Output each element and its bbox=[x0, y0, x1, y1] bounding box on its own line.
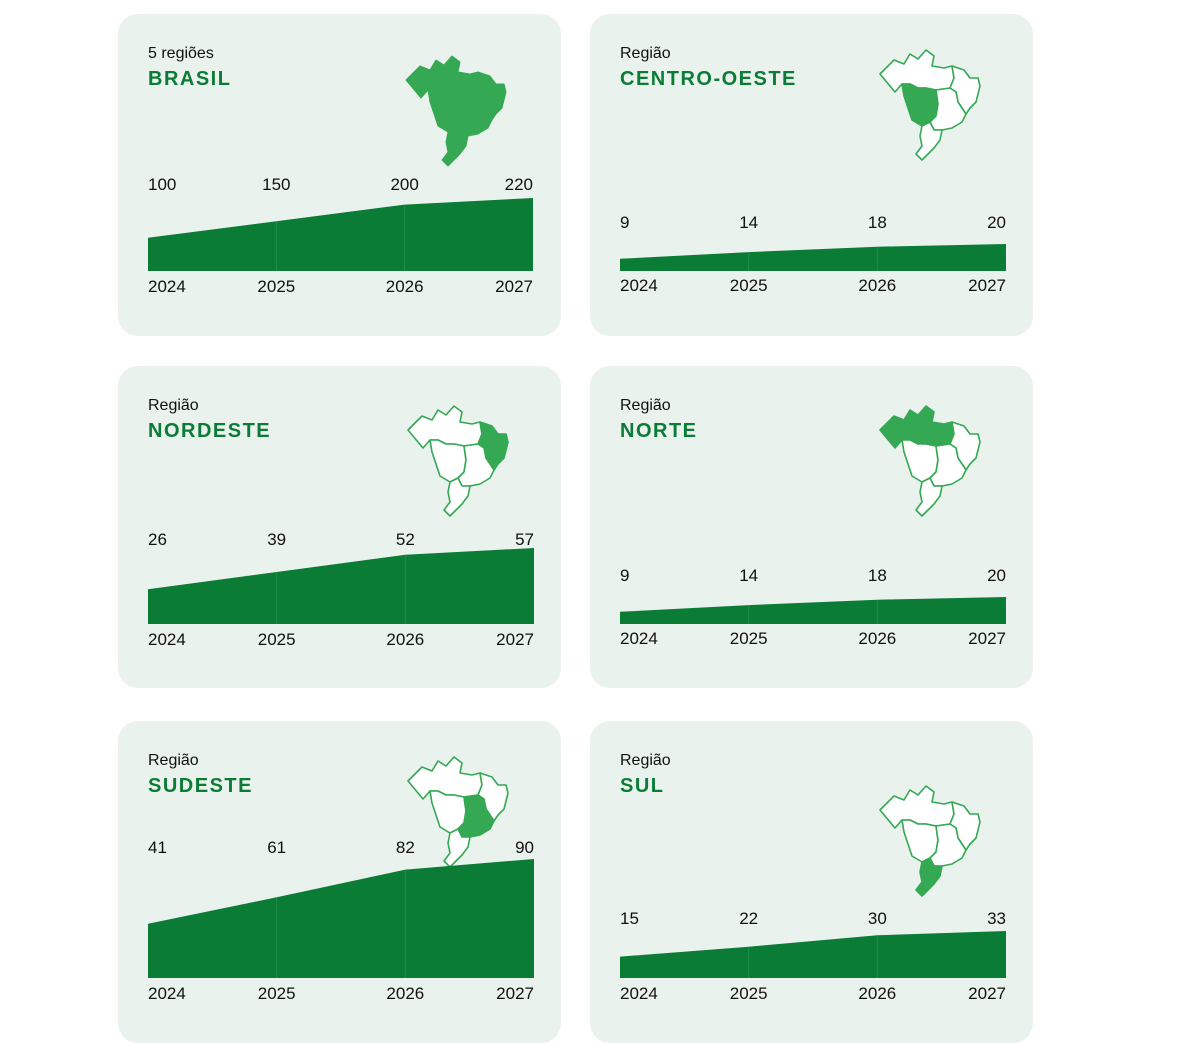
map-region-sul bbox=[443, 828, 471, 868]
x-tick-label: 2025 bbox=[258, 630, 296, 649]
area-series bbox=[148, 548, 534, 624]
x-tick-label: 2025 bbox=[730, 276, 768, 295]
x-tick-label: 2025 bbox=[730, 629, 768, 648]
map-region-sul bbox=[441, 127, 469, 167]
brazil-map-icon bbox=[879, 405, 981, 517]
data-label: 39 bbox=[267, 530, 286, 549]
x-tick-label: 2024 bbox=[148, 630, 186, 649]
x-tick-label: 2026 bbox=[386, 984, 424, 1003]
data-label: 14 bbox=[739, 213, 758, 232]
brazil-map-icon bbox=[405, 55, 507, 167]
x-tick-label: 2024 bbox=[148, 277, 186, 296]
region-card-nordeste: Região NORDESTE 26 39 52 57 2024 2025 2026 2027 bbox=[118, 366, 561, 688]
map-region-sudeste bbox=[457, 443, 495, 487]
x-tick-label: 2024 bbox=[620, 276, 658, 295]
data-label: 57 bbox=[515, 530, 534, 549]
brazil-map-icon bbox=[879, 785, 981, 897]
x-tick-label: 2027 bbox=[968, 984, 1006, 1003]
data-label: 9 bbox=[620, 213, 629, 232]
data-label: 14 bbox=[739, 566, 758, 585]
map-region-sul bbox=[915, 477, 943, 517]
x-tick-label: 2026 bbox=[858, 276, 896, 295]
data-label: 220 bbox=[505, 175, 533, 194]
x-tick-label: 2026 bbox=[386, 630, 424, 649]
x-tick-label: 2026 bbox=[858, 629, 896, 648]
x-tick-label: 2027 bbox=[495, 277, 533, 296]
data-label: 9 bbox=[620, 566, 629, 585]
map-region-sudeste bbox=[929, 443, 967, 487]
data-label: 61 bbox=[267, 838, 286, 857]
data-label: 41 bbox=[148, 838, 167, 857]
region-card-brasil: 5 regiões BRASIL 100 150 200 220 2024 2025 202… bbox=[118, 14, 561, 336]
card-subtitle: Região bbox=[620, 397, 671, 414]
area-chart: 26 39 52 57 2024 2025 2026 2027 bbox=[148, 530, 534, 649]
card-subtitle: Região bbox=[620, 752, 671, 769]
region-card-sul: Região SUL 15 22 30 33 2024 2025 2026 2027 bbox=[590, 721, 1033, 1043]
x-tick-label: 2027 bbox=[968, 629, 1006, 648]
data-label: 30 bbox=[868, 909, 887, 928]
region-card-centro-oeste: Região CENTRO-OESTE 9 14 18 20 2024 2025 2026 2… bbox=[590, 14, 1033, 336]
x-tick-label: 2024 bbox=[620, 629, 658, 648]
x-tick-label: 2026 bbox=[858, 984, 896, 1003]
x-tick-label: 2025 bbox=[730, 984, 768, 1003]
area-chart: 9 14 18 20 2024 2025 2026 2027 bbox=[620, 213, 1006, 295]
x-tick-label: 2027 bbox=[968, 276, 1006, 295]
card-title: NORDESTE bbox=[148, 420, 272, 442]
card-title: BRASIL bbox=[148, 68, 232, 90]
map-region-sudeste bbox=[455, 93, 493, 137]
data-label: 200 bbox=[390, 175, 418, 194]
data-label: 26 bbox=[148, 530, 167, 549]
data-label: 33 bbox=[987, 909, 1006, 928]
x-tick-label: 2027 bbox=[496, 630, 534, 649]
data-label: 52 bbox=[396, 530, 415, 549]
card-title: SUDESTE bbox=[148, 775, 253, 797]
data-label: 18 bbox=[868, 213, 887, 232]
x-tick-label: 2026 bbox=[386, 277, 424, 296]
map-region-sul bbox=[443, 477, 471, 517]
data-label: 22 bbox=[739, 909, 758, 928]
data-label: 20 bbox=[987, 566, 1006, 585]
area-chart: 15 22 30 33 2024 2025 2026 2027 bbox=[620, 909, 1006, 1003]
area-series bbox=[620, 244, 1006, 271]
map-region-sul bbox=[915, 857, 943, 897]
x-tick-label: 2024 bbox=[148, 984, 186, 1003]
x-tick-label: 2025 bbox=[258, 984, 296, 1003]
x-tick-label: 2025 bbox=[257, 277, 295, 296]
data-label: 18 bbox=[868, 566, 887, 585]
data-label: 82 bbox=[396, 838, 415, 857]
region-card-sudeste: Região SUDESTE 41 61 82 90 2024 2025 2026 2027 bbox=[118, 721, 561, 1043]
x-tick-label: 2027 bbox=[496, 984, 534, 1003]
area-chart: 41 61 82 90 2024 2025 2026 2027 bbox=[148, 838, 534, 1003]
area-series bbox=[620, 931, 1006, 978]
data-label: 20 bbox=[987, 213, 1006, 232]
brazil-map-icon bbox=[879, 49, 981, 161]
x-tick-label: 2024 bbox=[620, 984, 658, 1003]
area-series bbox=[620, 597, 1006, 624]
brazil-map-icon bbox=[407, 756, 509, 868]
data-label: 100 bbox=[148, 175, 176, 194]
area-series bbox=[148, 198, 533, 271]
card-subtitle: Região bbox=[148, 752, 199, 769]
area-chart: 9 14 18 20 2024 2025 2026 2027 bbox=[620, 566, 1006, 648]
map-region-sudeste bbox=[457, 794, 495, 838]
map-region-sul bbox=[915, 121, 943, 161]
data-label: 90 bbox=[515, 838, 534, 857]
card-title: NORTE bbox=[620, 420, 698, 442]
data-label: 15 bbox=[620, 909, 639, 928]
brazil-map-icon bbox=[407, 405, 509, 517]
area-series bbox=[148, 859, 534, 978]
card-subtitle: Região bbox=[148, 397, 199, 414]
region-card-norte: Região NORTE 9 14 18 20 2024 2025 2026 2027 bbox=[590, 366, 1033, 688]
map-region-sudeste bbox=[929, 823, 967, 867]
card-title: CENTRO-OESTE bbox=[620, 68, 797, 90]
area-chart: 100 150 200 220 2024 2025 2026 2027 bbox=[148, 175, 533, 296]
card-title: SUL bbox=[620, 775, 665, 797]
data-label: 150 bbox=[262, 175, 290, 194]
map-region-sudeste bbox=[929, 87, 967, 131]
card-subtitle: Região bbox=[620, 45, 671, 62]
card-subtitle: 5 regiões bbox=[148, 45, 214, 62]
